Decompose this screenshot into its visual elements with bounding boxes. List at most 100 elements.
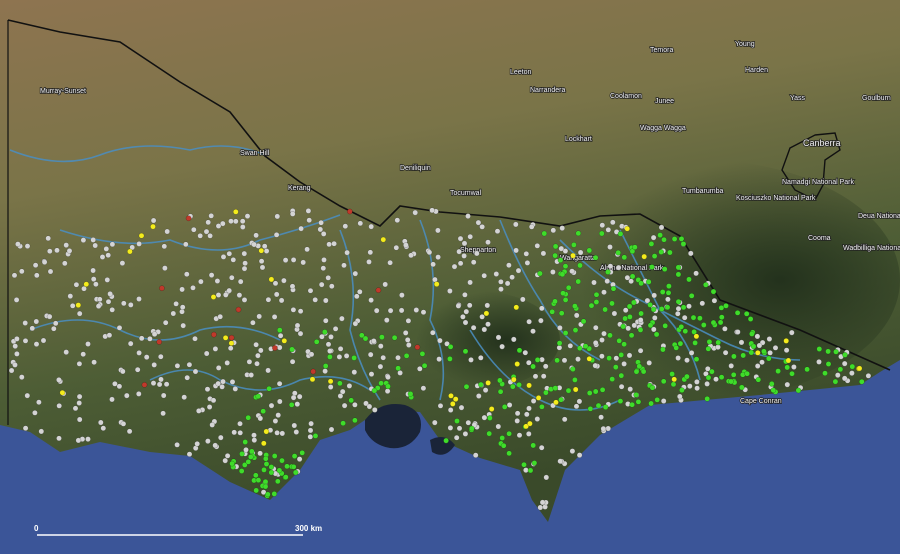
station-marker-green[interactable]	[629, 401, 635, 408]
station-marker-green[interactable]	[322, 363, 329, 369]
station-marker-grey[interactable]	[198, 278, 204, 285]
station-marker-green[interactable]	[700, 322, 707, 328]
station-marker-green[interactable]	[276, 327, 283, 333]
station-marker-grey[interactable]	[321, 257, 327, 263]
station-marker-yellow[interactable]	[59, 389, 66, 396]
station-marker-yellow[interactable]	[693, 333, 700, 340]
station-marker-grey[interactable]	[304, 246, 310, 253]
station-marker-grey[interactable]	[703, 370, 709, 377]
station-marker-green[interactable]	[710, 319, 717, 326]
station-marker-grey[interactable]	[519, 296, 526, 303]
station-marker-grey[interactable]	[230, 256, 237, 263]
station-marker-yellow[interactable]	[526, 382, 532, 389]
station-marker-green[interactable]	[660, 378, 667, 385]
station-marker-grey[interactable]	[430, 261, 436, 268]
station-marker-grey[interactable]	[352, 320, 359, 327]
station-marker-grey[interactable]	[116, 324, 123, 331]
station-marker-grey[interactable]	[625, 325, 632, 332]
station-marker-grey[interactable]	[278, 297, 285, 304]
station-marker-grey[interactable]	[69, 302, 76, 309]
station-marker-grey[interactable]	[143, 354, 150, 360]
station-marker-yellow[interactable]	[452, 396, 459, 402]
station-marker-grey[interactable]	[451, 263, 458, 270]
station-marker-grey[interactable]	[607, 244, 613, 250]
station-marker-grey[interactable]	[56, 435, 62, 442]
station-marker-grey[interactable]	[447, 425, 454, 431]
station-marker-grey[interactable]	[135, 391, 142, 397]
station-marker-yellow[interactable]	[641, 253, 648, 260]
station-marker-green[interactable]	[686, 276, 692, 283]
station-marker-grey[interactable]	[179, 304, 186, 311]
station-marker-green[interactable]	[702, 281, 709, 288]
station-marker-green[interactable]	[531, 460, 538, 466]
station-marker-grey[interactable]	[337, 393, 344, 399]
station-marker-green[interactable]	[715, 339, 722, 346]
station-marker-grey[interactable]	[320, 265, 327, 272]
station-marker-green[interactable]	[391, 334, 398, 341]
station-marker-grey[interactable]	[475, 219, 482, 226]
station-marker-grey[interactable]	[328, 334, 334, 340]
station-marker-yellow[interactable]	[553, 399, 559, 406]
station-marker-green[interactable]	[795, 387, 802, 394]
station-marker-green[interactable]	[618, 372, 625, 379]
station-marker-grey[interactable]	[300, 259, 307, 266]
station-marker-green[interactable]	[658, 249, 665, 255]
station-marker-green[interactable]	[832, 378, 839, 385]
station-marker-grey[interactable]	[136, 296, 142, 302]
station-marker-grey[interactable]	[468, 357, 474, 363]
station-marker-grey[interactable]	[208, 272, 215, 278]
station-marker-grey[interactable]	[253, 341, 259, 348]
station-marker-grey[interactable]	[13, 297, 20, 303]
station-marker-green[interactable]	[618, 352, 625, 358]
station-marker-green[interactable]	[677, 340, 684, 347]
station-marker-grey[interactable]	[384, 388, 391, 394]
station-marker-grey[interactable]	[204, 386, 211, 393]
station-marker-grey[interactable]	[482, 387, 489, 393]
station-marker-red[interactable]	[235, 306, 242, 313]
station-marker-grey[interactable]	[296, 393, 303, 400]
station-marker-grey[interactable]	[182, 241, 189, 248]
station-marker-grey[interactable]	[413, 307, 420, 313]
station-marker-green[interactable]	[260, 408, 267, 415]
station-marker-grey[interactable]	[212, 442, 219, 449]
station-marker-green[interactable]	[284, 463, 290, 470]
station-marker-grey[interactable]	[756, 342, 763, 349]
station-marker-grey[interactable]	[222, 292, 229, 298]
station-marker-green[interactable]	[628, 332, 635, 339]
station-marker-grey[interactable]	[631, 322, 638, 329]
station-marker-green[interactable]	[506, 430, 512, 437]
station-marker-grey[interactable]	[377, 343, 384, 349]
station-marker-grey[interactable]	[162, 319, 169, 326]
station-marker-grey[interactable]	[394, 217, 401, 224]
station-marker-grey[interactable]	[403, 242, 409, 248]
station-marker-red[interactable]	[211, 331, 217, 338]
station-marker-grey[interactable]	[231, 429, 238, 436]
station-marker-grey[interactable]	[297, 308, 304, 315]
station-marker-green[interactable]	[575, 278, 582, 285]
station-marker-grey[interactable]	[197, 232, 204, 239]
station-marker-grey[interactable]	[119, 260, 126, 266]
station-marker-green[interactable]	[499, 435, 506, 441]
station-marker-red[interactable]	[272, 345, 278, 351]
station-marker-grey[interactable]	[465, 213, 471, 219]
station-marker-green[interactable]	[653, 331, 660, 338]
station-marker-grey[interactable]	[271, 314, 278, 320]
station-marker-green[interactable]	[693, 356, 700, 363]
station-marker-grey[interactable]	[251, 437, 258, 443]
station-marker-grey[interactable]	[305, 208, 312, 214]
station-marker-grey[interactable]	[368, 297, 374, 303]
station-marker-yellow[interactable]	[260, 440, 267, 447]
station-marker-grey[interactable]	[120, 300, 127, 307]
station-marker-grey[interactable]	[368, 371, 375, 377]
station-marker-green[interactable]	[723, 302, 729, 309]
station-marker-grey[interactable]	[494, 228, 501, 235]
station-marker-green[interactable]	[789, 370, 795, 377]
station-marker-grey[interactable]	[686, 303, 692, 310]
station-marker-green[interactable]	[263, 461, 270, 467]
station-marker-green[interactable]	[598, 230, 605, 237]
station-marker-green[interactable]	[648, 400, 654, 407]
station-marker-grey[interactable]	[523, 411, 530, 418]
station-marker-grey[interactable]	[127, 340, 134, 347]
station-marker-yellow[interactable]	[485, 380, 491, 386]
